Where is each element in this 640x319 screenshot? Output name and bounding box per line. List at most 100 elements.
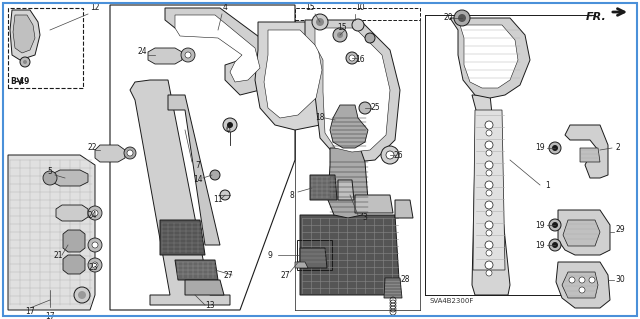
Text: 29: 29 [615,226,625,234]
Text: 5: 5 [47,167,52,176]
Polygon shape [310,175,337,200]
Circle shape [552,242,558,248]
Circle shape [337,32,343,38]
Circle shape [92,262,98,268]
Circle shape [349,55,355,61]
Polygon shape [165,8,280,95]
Text: 12: 12 [90,4,100,12]
Polygon shape [315,28,390,152]
Polygon shape [130,80,230,305]
Text: 6: 6 [225,125,230,135]
Text: 1: 1 [546,181,550,189]
Circle shape [485,201,493,209]
Circle shape [88,238,102,252]
Polygon shape [255,22,345,130]
Text: 17: 17 [45,312,55,319]
Text: 20: 20 [443,13,453,23]
Text: 19: 19 [535,144,545,152]
Circle shape [569,277,575,283]
Circle shape [589,277,595,283]
Circle shape [352,19,364,31]
Polygon shape [580,148,600,162]
Polygon shape [13,15,35,53]
Circle shape [43,171,57,185]
Circle shape [579,277,585,283]
Circle shape [549,239,561,251]
Text: 30: 30 [615,276,625,285]
Polygon shape [338,180,354,200]
Text: 16: 16 [355,56,365,64]
Text: 9: 9 [268,250,273,259]
Text: 27: 27 [223,271,233,279]
Polygon shape [295,262,308,268]
Bar [8,8,83,88]
Polygon shape [305,20,400,162]
Text: 27: 27 [280,271,290,279]
Polygon shape [384,278,402,298]
Polygon shape [264,30,322,118]
Circle shape [333,28,347,42]
Polygon shape [63,230,85,252]
Circle shape [74,287,90,303]
Circle shape [486,250,492,256]
Circle shape [485,161,493,169]
Text: 18: 18 [316,114,324,122]
Polygon shape [185,280,224,295]
Text: 10: 10 [355,4,365,12]
Text: 24: 24 [87,211,97,219]
Polygon shape [148,48,182,64]
Polygon shape [175,260,218,280]
Circle shape [365,33,375,43]
Circle shape [220,190,230,200]
Text: 14: 14 [193,175,203,184]
Circle shape [486,150,492,156]
Circle shape [485,241,493,249]
Circle shape [485,261,493,269]
Text: 19: 19 [535,220,545,229]
Polygon shape [8,155,95,310]
Polygon shape [330,105,368,148]
Circle shape [88,258,102,272]
Circle shape [88,206,102,220]
Text: 15: 15 [337,24,347,33]
Text: 13: 13 [205,300,215,309]
Polygon shape [562,272,598,298]
Polygon shape [168,95,220,245]
Polygon shape [160,220,205,255]
Text: 3: 3 [363,213,367,222]
Text: 23: 23 [88,263,98,272]
Text: 15: 15 [305,4,315,12]
Polygon shape [473,110,505,270]
Circle shape [316,18,324,26]
Polygon shape [395,200,413,218]
Polygon shape [300,215,400,295]
Text: 11: 11 [213,196,223,204]
Circle shape [127,150,133,156]
Text: 25: 25 [370,103,380,113]
Polygon shape [175,15,260,82]
Circle shape [227,122,233,128]
Circle shape [454,10,470,26]
Circle shape [20,57,30,67]
Circle shape [485,141,493,149]
Circle shape [346,52,358,64]
Circle shape [485,221,493,229]
Text: 4: 4 [223,4,227,12]
Circle shape [458,14,466,22]
Polygon shape [472,95,510,295]
Circle shape [359,102,371,114]
Circle shape [486,190,492,196]
Circle shape [210,170,220,180]
Circle shape [549,142,561,154]
Polygon shape [565,125,608,178]
Text: 7: 7 [196,160,200,169]
Polygon shape [328,148,368,218]
Text: 22: 22 [87,144,97,152]
Polygon shape [52,170,88,186]
Circle shape [486,230,492,236]
Circle shape [486,170,492,176]
Circle shape [486,130,492,136]
Text: FR.: FR. [586,12,607,22]
Text: 19: 19 [535,241,545,249]
Circle shape [485,181,493,189]
